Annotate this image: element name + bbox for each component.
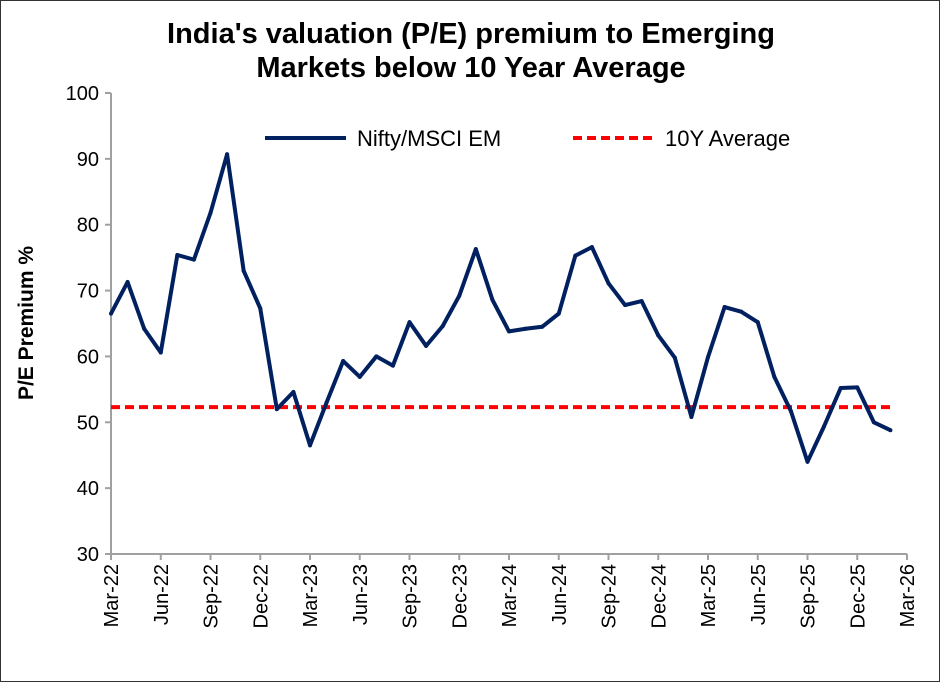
data-point (788, 409, 793, 414)
data-point (258, 306, 263, 311)
data-point (540, 324, 545, 329)
data-point (374, 354, 379, 359)
data-point (706, 355, 710, 360)
data-point (772, 374, 777, 379)
data-point (241, 268, 246, 273)
x-tick-label: Jun-23 (350, 564, 372, 625)
data-point (341, 359, 346, 364)
data-point (175, 253, 180, 258)
y-axis-label: P/E Premium % (15, 246, 38, 400)
data-point (739, 309, 744, 314)
x-tick-label: Mar-25 (698, 564, 720, 627)
legend-label-nifty: Nifty/MSCI EM (357, 126, 501, 151)
data-point (291, 389, 296, 394)
y-tick-label: 70 (77, 281, 99, 303)
x-tick-label: Mar-22 (101, 564, 123, 627)
data-point (805, 459, 810, 464)
y-tick-label: 100 (66, 83, 99, 105)
data-point (672, 355, 677, 360)
x-tick-label: Jun-24 (549, 564, 571, 625)
nifty-msci-em-line (109, 152, 892, 464)
y-tick-label: 80 (77, 215, 99, 237)
data-point (208, 210, 213, 215)
y-tick-label: 40 (77, 478, 99, 500)
data-point (822, 424, 827, 429)
x-tick-label: Dec-25 (847, 564, 869, 628)
data-point (507, 329, 511, 334)
x-tick-label: Sep-22 (201, 564, 223, 629)
data-point (357, 374, 362, 379)
data-point (191, 257, 196, 262)
data-point (523, 326, 528, 331)
data-point (324, 400, 329, 405)
data-point (390, 363, 395, 368)
data-point (308, 443, 312, 448)
data-point (473, 247, 478, 252)
chart-title-line-2: Markets below 10 Year Average (256, 52, 685, 84)
data-point (871, 420, 876, 425)
x-tick-label: Dec-24 (648, 564, 670, 628)
data-point (838, 386, 843, 391)
x-tick-label: Sep-24 (599, 564, 621, 629)
x-tick-label: Dec-23 (449, 564, 471, 628)
data-point (556, 311, 561, 316)
data-point (623, 303, 628, 308)
y-tick-label: 60 (77, 346, 99, 368)
data-point (573, 253, 578, 258)
data-point (109, 311, 113, 316)
x-tick-label: Sep-23 (400, 564, 422, 629)
x-tick-label: Mar-23 (300, 564, 322, 627)
x-tick-label: Mar-24 (499, 564, 521, 627)
data-point (888, 428, 893, 433)
y-tick-label: 50 (77, 412, 99, 434)
data-point (225, 152, 230, 157)
data-point (722, 305, 727, 310)
data-point (274, 407, 279, 412)
data-point (490, 297, 495, 302)
data-point (639, 299, 644, 304)
x-tick-label: Jun-22 (151, 564, 173, 625)
x-tick-label: Dec-22 (250, 564, 272, 628)
data-point (142, 326, 147, 331)
x-tick-label: Mar-26 (897, 564, 919, 627)
data-point (755, 320, 760, 325)
data-point (606, 281, 611, 286)
data-point (656, 333, 661, 338)
data-point (589, 245, 594, 250)
data-point (457, 293, 462, 298)
chart-title-line-1: India's valuation (P/E) premium to Emerg… (167, 18, 775, 50)
y-tick-label: 30 (77, 544, 99, 566)
data-point (158, 350, 163, 355)
x-tick-label: Jun-25 (748, 564, 770, 625)
legend: Nifty/MSCI EM 10Y Average (265, 126, 790, 151)
y-tick-label: 90 (77, 149, 99, 171)
data-point (689, 415, 694, 420)
data-point (424, 343, 429, 348)
x-tick-label: Sep-25 (798, 564, 820, 629)
data-point (855, 385, 860, 390)
legend-label-average: 10Y Average (665, 126, 790, 151)
data-point (440, 324, 445, 329)
data-point (407, 320, 412, 325)
data-point (125, 280, 130, 285)
